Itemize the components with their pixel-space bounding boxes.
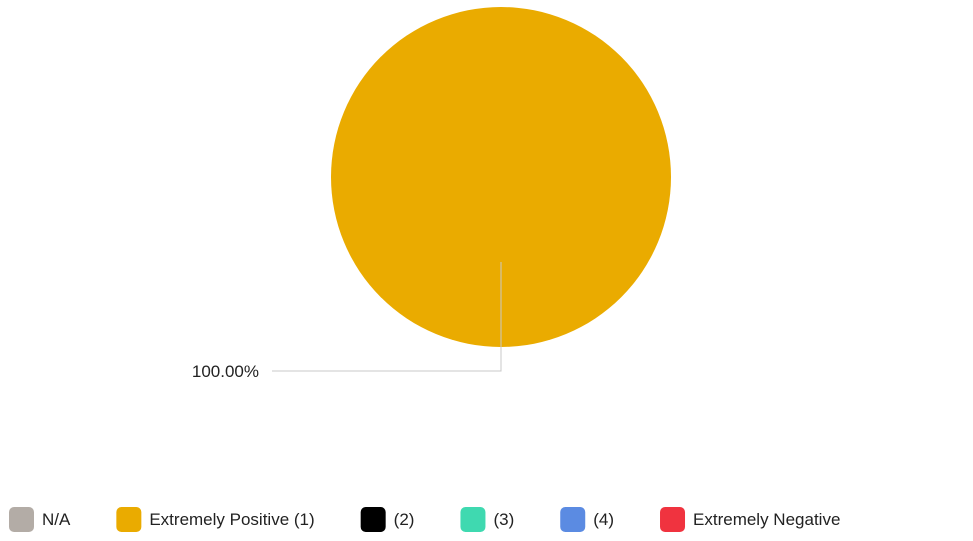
pie-slices [331, 7, 671, 347]
legend-label: Extremely Negative [693, 510, 840, 529]
legend-label: N/A [42, 510, 71, 529]
legend-label: (4) [593, 510, 614, 529]
legend-item-4[interactable]: (4) [560, 507, 614, 532]
legend: N/A Extremely Positive (1) (2) (3) (4) Extrem… [9, 507, 840, 532]
legend-item-3[interactable]: (3) [460, 507, 514, 532]
legend-item-n-a[interactable]: N/A [9, 507, 71, 532]
pie-slice-extremely-positive-1[interactable] [331, 7, 671, 347]
legend-swatch [660, 507, 686, 532]
legend-swatch [9, 507, 34, 532]
legend-item-2[interactable]: (2) [360, 507, 415, 532]
data-label-leader-line [272, 262, 502, 372]
pie-data-labels: 100.00% [192, 262, 502, 381]
legend-item-extremely-positive-1[interactable]: Extremely Positive (1) [116, 507, 315, 532]
legend-item-extremely-negative[interactable]: Extremely Negative [660, 507, 840, 532]
data-label: 100.00% [192, 362, 259, 381]
legend-label: (3) [493, 510, 514, 529]
legend-label: (2) [394, 510, 415, 529]
legend-swatch [116, 507, 142, 532]
legend-swatch [360, 507, 386, 532]
legend-swatch [560, 507, 586, 532]
legend-label: Extremely Positive (1) [149, 510, 314, 529]
legend-swatch [460, 507, 486, 532]
